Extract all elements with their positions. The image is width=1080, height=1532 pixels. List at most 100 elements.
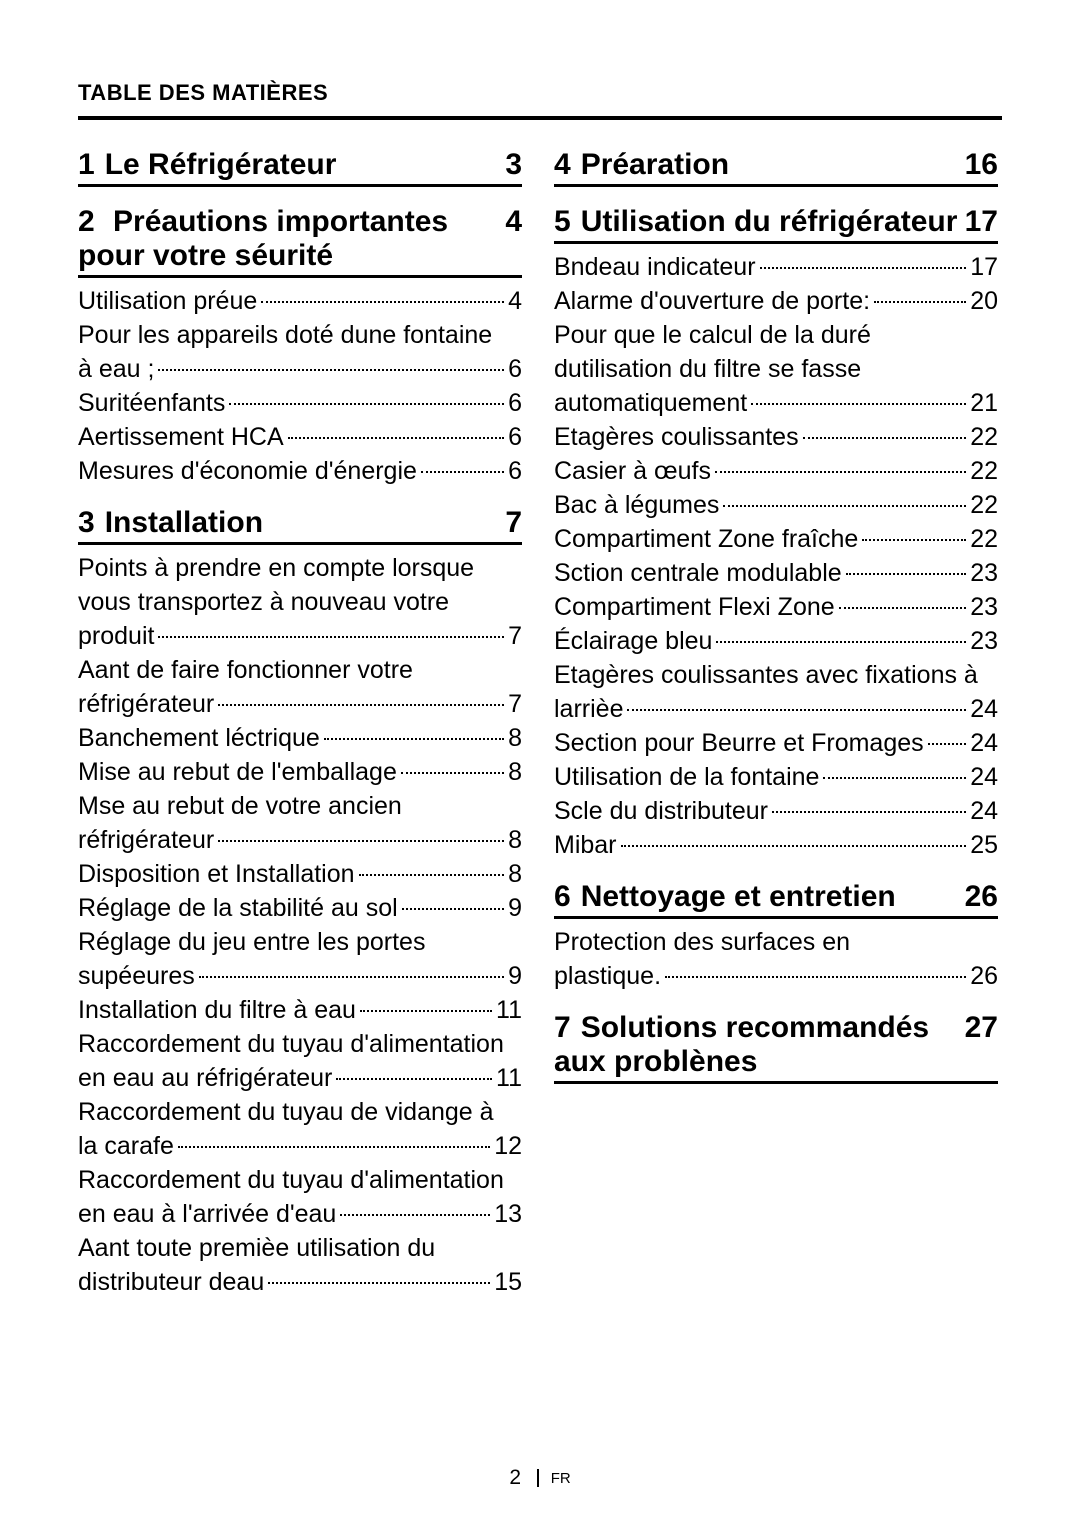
- toc-entry-text: larrièe: [554, 692, 623, 726]
- toc-entry-text: Banchement léctrique: [78, 721, 320, 755]
- toc-entry-text: produit: [78, 619, 154, 653]
- toc-entry-page: 23: [970, 556, 998, 590]
- toc-dot-leader: [199, 976, 504, 978]
- toc-dot-leader: [402, 908, 504, 910]
- toc-entry-page: 11: [496, 993, 522, 1027]
- toc-chapter: 5Utilisation du réfrigérateur17 Bndeau in…: [554, 205, 998, 862]
- toc-entry: Casier à œufs22: [554, 454, 998, 488]
- toc-entry: Mibar25: [554, 828, 998, 862]
- toc-entry-page: 24: [970, 726, 998, 760]
- toc-chapter-number: 3: [78, 506, 95, 539]
- toc-entry-row: en eau à l'arrivée d'eau13: [78, 1197, 522, 1231]
- toc-entry-text: Utilisation préue: [78, 284, 257, 318]
- toc-entry-page: 6: [508, 386, 522, 420]
- toc-dot-leader: [846, 573, 967, 575]
- toc-entry-row: Alarme d'ouverture de porte:20: [554, 284, 998, 318]
- toc-entry: Sction centrale modulable 23: [554, 556, 998, 590]
- toc-entry-text: Aertissement HCA: [78, 420, 284, 454]
- toc-entry-page: 24: [970, 794, 998, 828]
- toc-entry-row: Compartiment Zone fraîche22: [554, 522, 998, 556]
- toc-dot-leader: [823, 777, 966, 779]
- toc-entry-text: vous transportez à nouveau votre: [78, 585, 522, 619]
- toc-entry-row: Compartiment Flexi Zone23: [554, 590, 998, 624]
- toc-entry-page: 6: [508, 420, 522, 454]
- toc-chapter-page: 3: [505, 148, 522, 182]
- toc-entry-page: 26: [970, 959, 998, 993]
- toc-entry: Pour les appareils doté dune fontaineà e…: [78, 318, 522, 386]
- toc-dot-leader: [772, 811, 966, 813]
- toc-entry: Utilisation de la fontaine24: [554, 760, 998, 794]
- toc-entry-page: 23: [970, 590, 998, 624]
- toc-chapter-page: 27: [965, 1011, 998, 1045]
- toc-entry-text: Etagères coulissantes: [554, 420, 799, 454]
- toc-chapter-page: 16: [965, 148, 998, 182]
- toc-entry-text: Casier à œufs: [554, 454, 711, 488]
- toc-entry-row: distributeur deau15: [78, 1265, 522, 1299]
- toc-entry-text: Éclairage bleu: [554, 624, 712, 658]
- toc-dot-leader: [158, 369, 504, 371]
- toc-entry-text: Bndeau indicateur: [554, 250, 756, 284]
- toc-entry-page: 21: [970, 386, 998, 420]
- toc-entry: Etagères coulissantes 22: [554, 420, 998, 454]
- toc-entry-page: 8: [508, 857, 522, 891]
- toc-chapter-number: 7: [554, 1011, 571, 1044]
- toc-entry-text: Sction centrale modulable: [554, 556, 842, 590]
- toc-entry-text: en eau à l'arrivée d'eau: [78, 1197, 336, 1231]
- toc-entry-page: 12: [494, 1129, 522, 1163]
- toc-entry-page: 9: [508, 891, 522, 925]
- toc-entry-row: en eau au réfrigérateur11: [78, 1061, 522, 1095]
- toc-entry-row: automatiquement21: [554, 386, 998, 420]
- toc-dot-leader: [760, 267, 967, 269]
- footer-separator: [537, 1469, 539, 1487]
- toc-entry-page: 7: [508, 687, 522, 721]
- toc-dot-leader: [178, 1146, 490, 1148]
- toc-entry-text: Réglage de la stabilité au sol: [78, 891, 398, 925]
- toc-dot-leader: [621, 845, 967, 847]
- toc-dot-leader: [229, 403, 504, 405]
- toc-entry-row: supéeures9: [78, 959, 522, 993]
- toc-chapter-title: 6Nettoyage et entretien: [554, 880, 965, 914]
- toc-columns: 1Le Réfrigérateur32 Préautions important…: [78, 148, 1002, 1317]
- toc-entry: Etagères coulissantes avec fixations àla…: [554, 658, 998, 726]
- toc-entry-text: réfrigérateur: [78, 823, 214, 857]
- toc-chapter-heading: 5Utilisation du réfrigérateur17: [554, 205, 998, 244]
- toc-dot-leader: [874, 301, 966, 303]
- toc-chapter-heading: 4Préaration16: [554, 148, 998, 187]
- toc-entry-text: Aant toute premièe utilisation du: [78, 1231, 522, 1265]
- toc-column-right: 4Préaration16 5Utilisation du réfrigérate…: [554, 148, 998, 1317]
- toc-entry-row: Aertissement HCA 6: [78, 420, 522, 454]
- toc-entry: Réglage du jeu entre les portessupéeures…: [78, 925, 522, 993]
- toc-dot-leader: [723, 505, 966, 507]
- toc-entry-text: Mesures d'économie d'énergie: [78, 454, 417, 488]
- toc-entry: Bac à légumes22: [554, 488, 998, 522]
- toc-entry-row: à eau ;6: [78, 352, 522, 386]
- toc-entry-text: Alarme d'ouverture de porte:: [554, 284, 870, 318]
- toc-entry-row: Mise au rebut de l'emballage8: [78, 755, 522, 789]
- toc-dot-leader: [158, 636, 504, 638]
- toc-entry-page: 11: [496, 1061, 522, 1095]
- toc-entry: Éclairage bleu23: [554, 624, 998, 658]
- toc-dot-leader: [627, 709, 966, 711]
- page-number: 2: [509, 1466, 521, 1489]
- toc-entry-row: Sction centrale modulable 23: [554, 556, 998, 590]
- toc-entry-text: plastique.: [554, 959, 661, 993]
- toc-chapter-title: 7Solutions recommandés aux problènes: [554, 1011, 965, 1079]
- toc-entry: Protection des surfaces enplastique.26: [554, 925, 998, 993]
- toc-entry-row: réfrigérateur 8: [78, 823, 522, 857]
- toc-entry: Compartiment Flexi Zone23: [554, 590, 998, 624]
- toc-entry-row: Mesures d'économie d'énergie6: [78, 454, 522, 488]
- toc-entry-page: 8: [508, 823, 522, 857]
- toc-entry: Disposition et Installation8: [78, 857, 522, 891]
- toc-dot-leader: [716, 641, 966, 643]
- toc-entry-page: 6: [508, 352, 522, 386]
- toc-entry-row: Disposition et Installation8: [78, 857, 522, 891]
- toc-entry: Bndeau indicateur17: [554, 250, 998, 284]
- toc-chapter-heading: 3Installation7: [78, 506, 522, 545]
- toc-dot-leader: [715, 471, 966, 473]
- toc-entry-text: Compartiment Zone fraîche: [554, 522, 858, 556]
- toc-chapter-page: 26: [965, 880, 998, 914]
- toc-dot-leader: [218, 704, 504, 706]
- toc-entry: Compartiment Zone fraîche22: [554, 522, 998, 556]
- toc-entry-page: 22: [970, 420, 998, 454]
- toc-entry-text: réfrigérateur: [78, 687, 214, 721]
